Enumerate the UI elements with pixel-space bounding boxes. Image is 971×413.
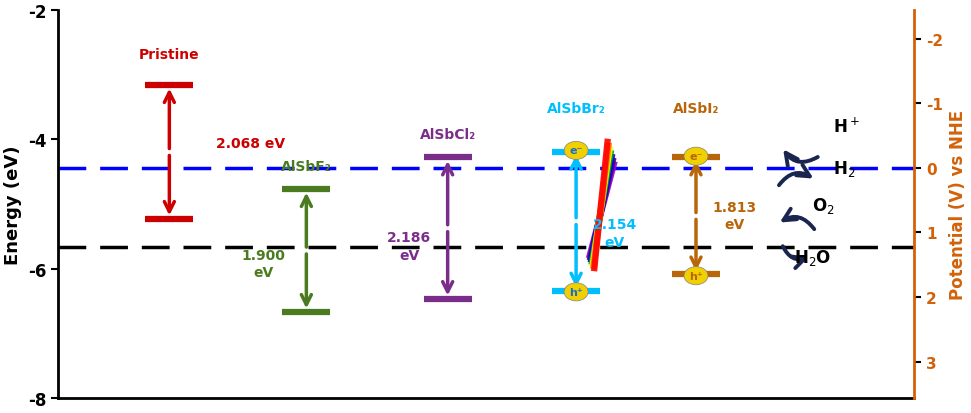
- Text: 2.068 eV: 2.068 eV: [217, 136, 285, 150]
- Text: H$^+$: H$^+$: [833, 117, 860, 136]
- Text: e⁻: e⁻: [689, 152, 703, 162]
- Text: 2.186
eV: 2.186 eV: [387, 231, 431, 262]
- Text: h⁺: h⁺: [569, 287, 583, 297]
- Circle shape: [684, 148, 708, 166]
- Circle shape: [564, 283, 588, 301]
- Text: H$_2$O: H$_2$O: [794, 247, 832, 268]
- Text: H$_2$: H$_2$: [833, 159, 855, 178]
- Text: 1.900
eV: 1.900 eV: [242, 248, 285, 280]
- Text: O$_2$: O$_2$: [812, 196, 834, 216]
- Text: h⁺: h⁺: [689, 271, 703, 281]
- Y-axis label: Energy (eV): Energy (eV): [4, 145, 22, 264]
- Text: e⁻: e⁻: [569, 146, 583, 156]
- Y-axis label: Potential (V) vs NHE: Potential (V) vs NHE: [949, 110, 967, 299]
- Text: 1.813
eV: 1.813 eV: [713, 200, 756, 232]
- Text: AlSbCl₂: AlSbCl₂: [419, 127, 476, 141]
- Text: AlSbF₂: AlSbF₂: [281, 159, 332, 173]
- Text: AlSbI₂: AlSbI₂: [673, 102, 720, 116]
- Text: AlSbBr₂: AlSbBr₂: [547, 102, 606, 116]
- Circle shape: [564, 142, 588, 160]
- Text: Pristine: Pristine: [139, 47, 200, 62]
- Circle shape: [684, 267, 708, 285]
- Text: 2.154
eV: 2.154 eV: [592, 218, 637, 249]
